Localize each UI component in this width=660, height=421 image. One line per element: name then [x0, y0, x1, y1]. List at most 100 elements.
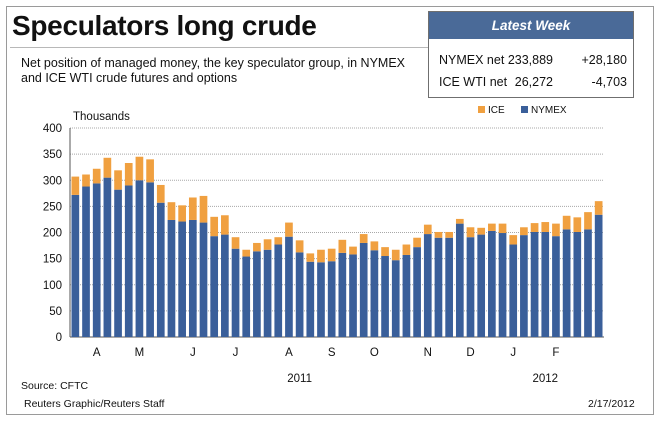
bar-nymex [520, 235, 528, 337]
latest-week-row-change: +28,180 [581, 53, 627, 67]
bar-ice [349, 246, 357, 255]
bar-nymex [82, 186, 90, 337]
bar-nymex [199, 222, 208, 337]
bar-ice [178, 205, 186, 222]
latest-week-row-nymex: NYMEX net 233,889 +28,180 [429, 50, 633, 72]
x-tick-label: J [510, 347, 516, 359]
bar-nymex [167, 219, 176, 337]
bar-ice [295, 240, 304, 253]
bar-ice [541, 222, 550, 232]
year-label: 2011 [287, 373, 312, 385]
bar-ice [103, 157, 112, 178]
chart-subtitle: Net position of managed money, the key s… [21, 56, 406, 85]
bar-ice [274, 237, 283, 245]
bar-nymex [423, 234, 432, 337]
y-tick-label: 50 [49, 306, 62, 318]
y-tick-label: 300 [43, 175, 62, 187]
legend-label-nymex: NYMEX [531, 105, 567, 116]
legend-label-ice: ICE [488, 105, 505, 116]
bar-ice [263, 239, 272, 250]
bar-ice [562, 215, 571, 230]
x-tick-label: D [466, 347, 474, 359]
bar-nymex [477, 234, 486, 337]
x-tick-label: S [328, 347, 336, 359]
bar-nymex [594, 214, 603, 337]
x-tick-label: A [93, 347, 101, 359]
latest-week-row-name: ICE WTI net [439, 75, 508, 89]
x-tick-label: J [233, 347, 239, 359]
bar-ice [167, 202, 176, 220]
bar-ice [359, 234, 368, 243]
bar-nymex [274, 244, 283, 337]
y-tick-label: 0 [56, 332, 62, 344]
bar-nymex [221, 234, 229, 337]
bar-ice [210, 216, 219, 237]
bar-nymex [562, 229, 571, 337]
bar-nymex [327, 261, 336, 337]
bar-nymex [156, 202, 165, 337]
latest-week-row-ice: ICE WTI net 26,272 -4,703 [429, 72, 633, 94]
bar-ice [253, 242, 261, 252]
bar-nymex [317, 262, 325, 337]
bar-nymex [263, 249, 272, 337]
bar-ice [370, 241, 379, 251]
latest-week-panel: Latest Week NYMEX net 233,889 +28,180 IC… [428, 11, 634, 98]
bar-nymex [103, 177, 112, 337]
bar-nymex [285, 236, 293, 337]
bar-ice [434, 231, 443, 238]
bar-nymex [445, 237, 453, 337]
bar-nymex [434, 237, 443, 337]
bar-ice [242, 249, 251, 257]
bar-ice [306, 253, 315, 262]
bar-nymex [253, 251, 261, 337]
x-tick-label: N [424, 347, 432, 359]
bar-nymex [359, 242, 368, 337]
latest-week-row-name: NYMEX net [439, 53, 505, 67]
latest-week-title: Latest Week [429, 12, 633, 39]
y-tick-label: 150 [43, 254, 62, 266]
bar-nymex [402, 254, 411, 337]
legend-swatch-ice [478, 106, 485, 113]
bar-ice [573, 217, 582, 232]
bar-nymex [92, 183, 101, 337]
bar-ice [488, 223, 496, 231]
bar-nymex [370, 250, 379, 337]
bar-ice [509, 235, 518, 245]
latest-week-row-value: 233,889 [507, 53, 553, 67]
x-tick-label: A [285, 347, 293, 359]
bar-ice [135, 156, 144, 181]
bar-ice [114, 170, 122, 190]
bar-nymex [541, 231, 550, 337]
bar-nymex [306, 261, 315, 337]
bar-ice [552, 223, 560, 237]
bar-nymex [71, 194, 80, 337]
latest-week-row-change: -4,703 [591, 75, 627, 89]
bar-nymex [295, 252, 304, 337]
bar-nymex [466, 237, 475, 337]
bar-ice [156, 184, 165, 203]
credit-note: Reuters Graphic/Reuters Staff [24, 398, 165, 410]
bar-ice [445, 231, 453, 238]
bar-ice [455, 218, 464, 224]
bar-nymex [509, 244, 518, 337]
bar-nymex [573, 231, 582, 337]
bar-ice [92, 168, 101, 184]
bar-ice [466, 227, 475, 238]
bar-ice [584, 212, 592, 230]
x-tick-label: J [190, 347, 196, 359]
bar-ice [221, 215, 229, 235]
bar-ice [402, 244, 411, 255]
bar-ice [477, 227, 486, 235]
bar-ice [594, 201, 603, 215]
x-tick-label: F [552, 347, 559, 359]
bar-nymex [381, 256, 389, 337]
bar-nymex [584, 229, 592, 337]
y-tick-label: 100 [43, 280, 62, 292]
bar-nymex [188, 219, 197, 337]
bar-nymex [135, 180, 144, 337]
bar-nymex [114, 189, 122, 337]
bar-ice [498, 223, 507, 234]
bar-nymex [242, 256, 251, 337]
bar-nymex [210, 236, 219, 337]
